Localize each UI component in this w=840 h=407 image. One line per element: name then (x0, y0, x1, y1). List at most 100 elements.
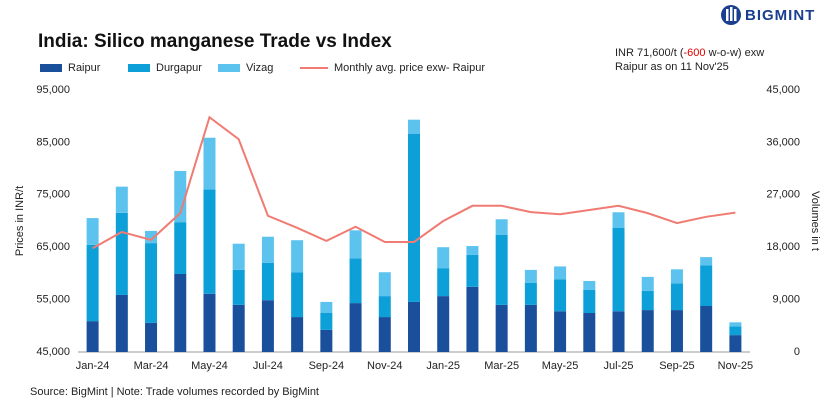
legend-label: Vizag (246, 62, 273, 74)
bar (408, 133, 420, 302)
bar (466, 246, 479, 255)
bar (466, 254, 479, 287)
bar (437, 268, 450, 297)
x-tick-label: Jan-24 (76, 360, 110, 372)
x-tick-label: Mar-25 (484, 360, 519, 372)
y2-tick-label: 9,000 (772, 294, 800, 306)
bar (729, 335, 742, 352)
bar (86, 321, 99, 352)
y2-tick-label: 27,000 (766, 189, 800, 201)
bar (232, 243, 245, 270)
bar (115, 294, 128, 352)
bar (729, 326, 742, 336)
x-tick-label: May-25 (542, 360, 579, 372)
x-tick-label: May-24 (191, 360, 228, 372)
annotation-change: -600 (683, 47, 705, 59)
x-tick-label: Jan-25 (426, 360, 460, 372)
bar (700, 306, 713, 352)
price-line (92, 115, 736, 250)
bar (583, 312, 596, 352)
bar (261, 236, 274, 263)
y-tick-label: 95,000 (36, 84, 70, 96)
bar (378, 296, 391, 318)
bar (203, 137, 216, 190)
bar (174, 222, 187, 274)
bar (291, 240, 304, 273)
bar (524, 269, 537, 283)
bar (554, 311, 567, 352)
y-axis-label: Prices in INR/t (14, 186, 26, 256)
bar (174, 170, 187, 223)
y-tick-label: 55,000 (36, 294, 70, 306)
legend-label: Raipur (68, 62, 101, 74)
bar (641, 310, 654, 352)
bar (554, 266, 567, 280)
source-note: Source: BigMint | Note: Trade volumes re… (30, 386, 319, 398)
bar (670, 283, 683, 311)
annotation-suffix: w-o-w) exw (706, 47, 765, 59)
bar (349, 303, 362, 352)
annotation: INR 71,600/t (-600 w-o-w) exw (615, 47, 764, 59)
bar (495, 219, 508, 235)
annotation-prefix: INR 71,600/t ( (615, 47, 684, 59)
bar (86, 218, 99, 245)
bar (729, 322, 742, 327)
x-tick-label: Jul-24 (253, 360, 283, 372)
bar (583, 289, 596, 313)
bar (408, 119, 420, 134)
y2-tick-label: 18,000 (766, 241, 800, 253)
y-tick-label: 45,000 (36, 346, 70, 358)
bar (232, 269, 245, 305)
logo-text: BIGMINT (745, 7, 815, 24)
y-tick-label: 85,000 (36, 136, 70, 148)
bar (203, 189, 216, 294)
bar (408, 301, 420, 352)
bar (554, 279, 567, 312)
bar (320, 301, 333, 313)
bar (437, 247, 450, 269)
x-tick-label: Mar-24 (134, 360, 169, 372)
chart-title: India: Silico manganese Trade vs Index (38, 31, 392, 52)
bar (291, 272, 304, 318)
y-tick-label: 75,000 (36, 189, 70, 201)
bar (378, 317, 391, 352)
logo-icon (721, 5, 741, 25)
bar (320, 312, 333, 330)
legend-label: Monthly avg. price exw- Raipur (334, 62, 485, 74)
y2-tick-label: 0 (794, 346, 800, 358)
legend-label: Durgapur (156, 62, 202, 74)
bar (495, 234, 508, 305)
bar (700, 257, 713, 266)
bar (670, 269, 683, 284)
bar (86, 244, 99, 322)
legend-swatch (218, 64, 240, 72)
bar (349, 230, 362, 259)
bar (641, 290, 654, 311)
y-tick-label: 65,000 (36, 241, 70, 253)
bar (495, 304, 508, 352)
bar (174, 273, 187, 352)
x-tick-label: Nov-25 (718, 360, 753, 372)
bar (583, 280, 596, 290)
y2-tick-label: 36,000 (766, 136, 800, 148)
bar (612, 227, 625, 312)
bar (437, 296, 450, 352)
y2-tick-label: 45,000 (766, 84, 800, 96)
bar (641, 276, 654, 291)
x-tick-label: Nov-24 (367, 360, 402, 372)
bar (261, 300, 274, 352)
bar (466, 286, 479, 352)
bar (203, 293, 216, 352)
y2-axis-label: Volumes in t (809, 191, 821, 251)
bar (232, 304, 245, 352)
legend-swatch (40, 64, 62, 72)
bar (378, 272, 391, 297)
annotation-line2: Raipur as on 11 Nov'25 (615, 61, 729, 73)
bar (115, 186, 128, 213)
bar (320, 329, 333, 352)
bar (612, 212, 625, 228)
x-tick-label: Sep-24 (309, 360, 344, 372)
bar (700, 265, 713, 307)
bar (349, 258, 362, 304)
